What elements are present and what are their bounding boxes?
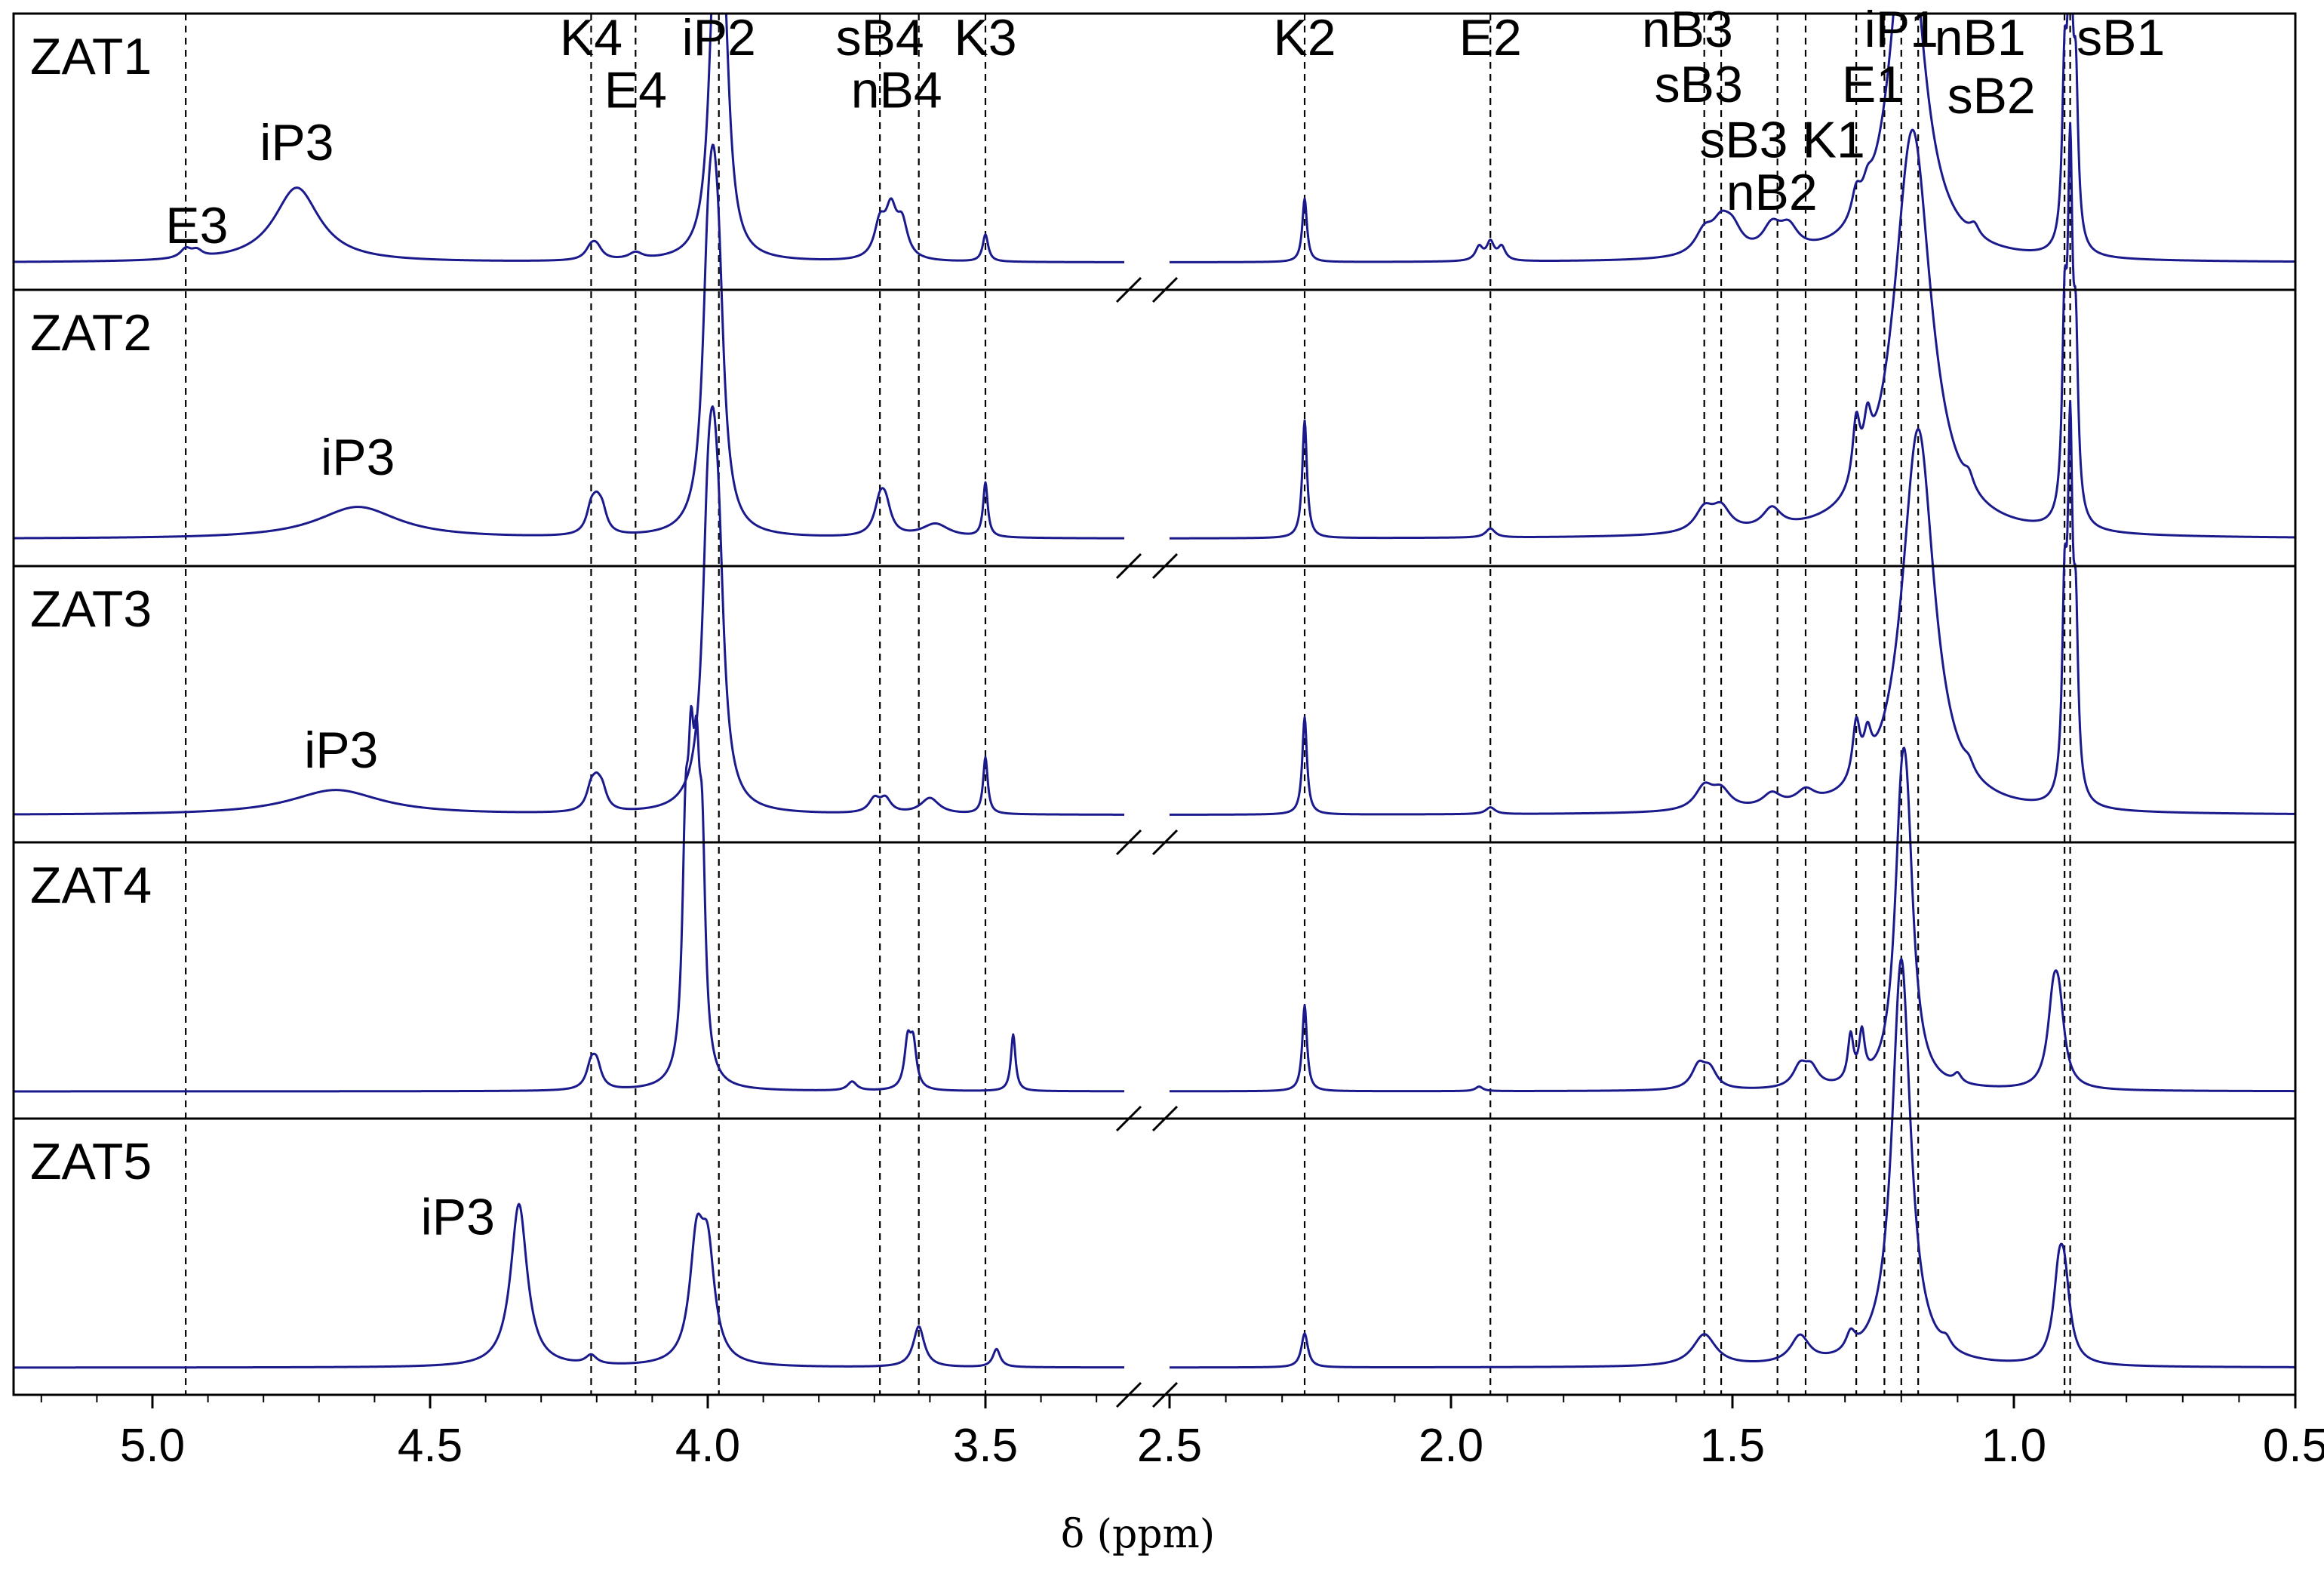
- x-tick-label: 2.0: [1419, 1420, 1483, 1472]
- peak-label: sB3: [1699, 111, 1788, 168]
- peak-label: nB1: [1935, 9, 2026, 66]
- peak-label: nB4: [851, 61, 942, 119]
- peak-label: iP3: [421, 1189, 495, 1246]
- spectrum-line-zat2-seg2: [1169, 122, 2295, 540]
- panel-label-zat1: ZAT1: [30, 28, 152, 85]
- panel-label-zat4: ZAT4: [30, 857, 152, 914]
- break-slash: [1115, 276, 1142, 303]
- panel-labels: ZAT1 ZAT2 ZAT3 ZAT4 ZAT5: [30, 28, 152, 1190]
- peak-label: E3: [165, 197, 228, 254]
- peak-label: E2: [1459, 9, 1522, 66]
- x-tick-label: 5.0: [120, 1420, 185, 1472]
- spectrum-line-zat2-seg1: [14, 143, 1125, 540]
- peak-label: K3: [954, 9, 1016, 66]
- x-tick-label: 2.5: [1137, 1420, 1202, 1472]
- peak-label: iP3: [260, 114, 334, 171]
- spectrum-line-zat4-seg1: [14, 704, 1125, 1093]
- break-slash: [1115, 829, 1142, 856]
- spectrum-line-zat5-seg2: [1169, 958, 2295, 1369]
- peak-label: iP2: [682, 9, 756, 66]
- spectrum-line-zat4-seg2: [1169, 746, 2295, 1093]
- break-slash: [1151, 829, 1179, 856]
- spectra: [14, 14, 2295, 1369]
- peak-label: nB3: [1642, 1, 1733, 58]
- x-tick-label: 1.5: [1700, 1420, 1765, 1472]
- peak-label: K2: [1273, 9, 1336, 66]
- panel-label-zat3: ZAT3: [30, 580, 152, 638]
- peak-label: E1: [1842, 56, 1904, 113]
- panel-label-zat5: ZAT5: [30, 1133, 152, 1190]
- peak-label: nB2: [1726, 164, 1818, 221]
- break-slash: [1115, 1105, 1142, 1132]
- plot-background: [14, 14, 2295, 1395]
- peak-label: iP3: [304, 722, 378, 779]
- peak-label: sB4: [836, 9, 924, 66]
- peak-label: sB1: [2077, 9, 2165, 66]
- panel-label-zat2: ZAT2: [30, 304, 152, 362]
- spectrum-line-zat5-seg1: [14, 1202, 1125, 1369]
- break-slash: [1151, 552, 1179, 580]
- panel-backgrounds: [14, 14, 2295, 1395]
- plot-frame: [12, 12, 2297, 1396]
- break-slash: [1115, 552, 1142, 580]
- x-tick-label: 3.5: [953, 1420, 1018, 1472]
- break-slash: [1151, 1105, 1179, 1132]
- peak-label: iP1: [1864, 1, 1938, 58]
- break-slash: [1115, 1381, 1142, 1408]
- spectrum-line-zat1-seg2: [1169, 14, 2295, 263]
- peak-label: iP3: [321, 429, 395, 486]
- x-tick-label: 4.5: [398, 1420, 463, 1472]
- peak-label: K1: [1803, 111, 1865, 168]
- x-axis-title: δ (ppm): [1061, 1512, 1215, 1557]
- peak-label: E4: [604, 61, 667, 119]
- spectrum-line-zat3-seg2: [1169, 399, 2295, 816]
- x-tick-label: 0.5: [2263, 1420, 2324, 1472]
- break-slash: [1151, 1381, 1179, 1408]
- break-slash: [1151, 276, 1179, 303]
- x-tick-label: 4.0: [675, 1420, 740, 1472]
- peak-label: sB3: [1655, 56, 1743, 113]
- spectrum-line-zat3-seg1: [14, 405, 1125, 816]
- plot-border: [12, 12, 2297, 1396]
- spectrum-line-zat1-seg1: [14, 14, 1125, 263]
- reference-lines: [185, 14, 2071, 1395]
- peak-label: K4: [560, 9, 622, 66]
- x-axis-ticks: 5.0 4.5 4.0 3.5 2.5 2.0 1.5 1.0 0.5: [40, 1395, 2324, 1472]
- x-tick-label: 1.0: [1981, 1420, 2046, 1472]
- axis-break-marks: [1115, 276, 1179, 1408]
- peak-label: sB2: [1947, 67, 2036, 125]
